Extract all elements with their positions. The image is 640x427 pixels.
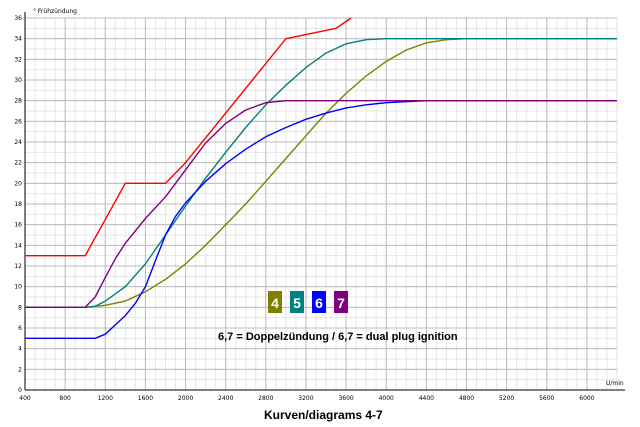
x-tick-label: 4800 [459,395,474,402]
badge-label-4: 4 [271,295,279,311]
y-tick-label: 8 [18,304,22,311]
y-tick-label: 20 [14,180,22,187]
x-tick-labels: 400 800 1200 1600 2000 2400 2800 3200 3600 4000 44… [19,395,594,402]
x-tick-label: 3200 [298,395,313,402]
y-tick-label: 2 [18,366,22,373]
x-tick-label: 4400 [419,395,434,402]
y-tick-label: 12 [14,263,22,270]
x-axis-label: U/min [606,380,624,387]
y-tick-label: 36 [14,15,22,22]
badge-6 [312,291,326,313]
y-tick-label: 22 [14,160,22,167]
x-tick-label: 4000 [379,395,394,402]
x-tick-label: 3600 [338,395,353,402]
x-tick-label: 5200 [499,395,514,402]
x-tick-label: 1600 [138,395,153,402]
y-tick-label: 6 [18,325,22,332]
y-tick-label: 28 [14,98,22,105]
series-line-6 [25,99,617,339]
y-tick-label: 16 [14,222,22,229]
y-tick-label: 10 [14,284,22,291]
x-tick-label: 2800 [258,395,273,402]
x-tick-label: 400 [19,395,31,402]
x-tick-label: 2400 [218,395,233,402]
series-line-reference [25,17,352,257]
badge-label-6: 6 [315,295,323,311]
y-tick-label: 32 [14,56,22,63]
badge-7 [334,291,348,313]
chart-caption: Kurven/diagrams 4-7 [264,408,383,422]
badge-4 [268,291,282,313]
y-axis-label: ° Frühzündung [33,8,77,15]
series-line-7 [25,99,617,308]
y-tick-label: 26 [14,118,22,125]
x-tick-label: 5600 [539,395,554,402]
badge-label-5: 5 [293,295,301,311]
y-tick-label: 30 [14,77,22,84]
x-tick-label: 1200 [98,395,113,402]
badge-5 [290,291,304,313]
y-tick-label: 4 [18,346,22,353]
y-tick-label: 18 [14,201,22,208]
annotation-text: 6,7 = Doppelzündung / 6,7 = dual plug ig… [218,331,458,343]
y-tick-label: 24 [14,139,22,146]
y-tick-label: 34 [14,36,22,43]
x-tick-label: 800 [59,395,71,402]
series-lines [25,17,617,339]
badge-label-7: 7 [337,295,345,311]
y-tick-label: 0 [18,387,22,394]
x-tick-label: 2000 [178,395,193,402]
x-tick-label: 6000 [579,395,594,402]
y-tick-label: 14 [14,242,22,249]
series-line-5 [25,38,617,308]
